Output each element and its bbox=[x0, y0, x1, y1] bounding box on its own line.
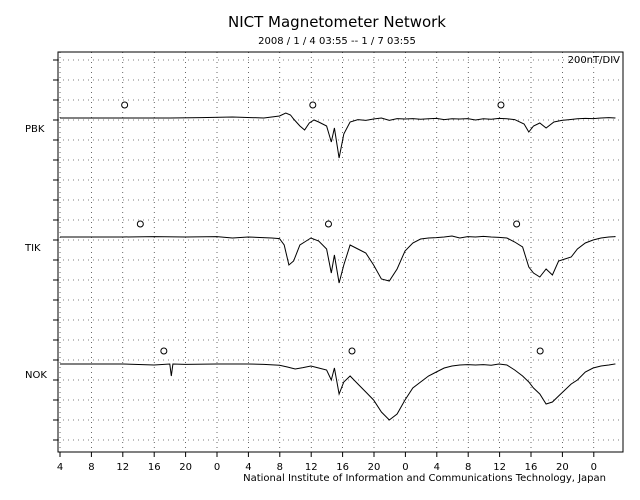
marker-pbk bbox=[121, 101, 129, 109]
x-tick-label: 8 bbox=[277, 462, 283, 473]
marker-tik bbox=[513, 220, 521, 228]
x-tick-label: 0 bbox=[402, 462, 408, 473]
x-tick-label: 0 bbox=[214, 462, 220, 473]
x-tick-label: 16 bbox=[148, 462, 161, 473]
marker-tik bbox=[324, 220, 332, 228]
marker-nok bbox=[536, 347, 544, 355]
x-tick-label: 4 bbox=[57, 462, 63, 473]
marker-pbk bbox=[497, 101, 505, 109]
x-tick-label: 12 bbox=[493, 462, 506, 473]
scale-label: 200nT/DIV bbox=[568, 55, 621, 66]
x-tick-label: 8 bbox=[465, 462, 471, 473]
x-tick-label: 20 bbox=[179, 462, 192, 473]
series-line-nok bbox=[60, 363, 616, 421]
x-tick-label: 16 bbox=[525, 462, 538, 473]
grid-lines bbox=[53, 52, 623, 452]
plot-frame bbox=[57, 51, 624, 453]
series-line-pbk bbox=[60, 112, 616, 159]
station-label-nok: NOK bbox=[25, 370, 47, 381]
series-line-tik bbox=[60, 235, 616, 284]
x-tick-label: 12 bbox=[305, 462, 318, 473]
x-tick-label: 16 bbox=[336, 462, 349, 473]
x-tick-label: 4 bbox=[245, 462, 251, 473]
station-labels: PBK TIK NOK bbox=[24, 124, 47, 381]
marker-nok bbox=[348, 347, 356, 355]
x-tick-label: 20 bbox=[556, 462, 569, 473]
marker-group bbox=[121, 101, 544, 355]
x-tick-label: 0 bbox=[591, 462, 597, 473]
marker-tik bbox=[136, 220, 144, 228]
x-tick-labels: 4 8 12 16 20 0 4 8 12 16 20 0 4 8 12 16 20 0 bbox=[57, 452, 597, 473]
x-tick-label: 12 bbox=[116, 462, 129, 473]
station-label-tik: TIK bbox=[24, 243, 41, 254]
marker-nok bbox=[160, 347, 168, 355]
x-tick-label: 8 bbox=[88, 462, 94, 473]
series-group bbox=[60, 112, 616, 421]
footer-credit: National Institute of Information and Co… bbox=[243, 473, 606, 484]
x-tick-label: 4 bbox=[434, 462, 440, 473]
x-tick-label: 20 bbox=[368, 462, 381, 473]
station-label-pbk: PBK bbox=[25, 124, 45, 135]
chart-subtitle: 2008 / 1 / 4 03:55 -- 1 / 7 03:55 bbox=[258, 36, 416, 47]
chart-title: NICT Magnetometer Network bbox=[228, 13, 446, 31]
marker-pbk bbox=[309, 101, 317, 109]
